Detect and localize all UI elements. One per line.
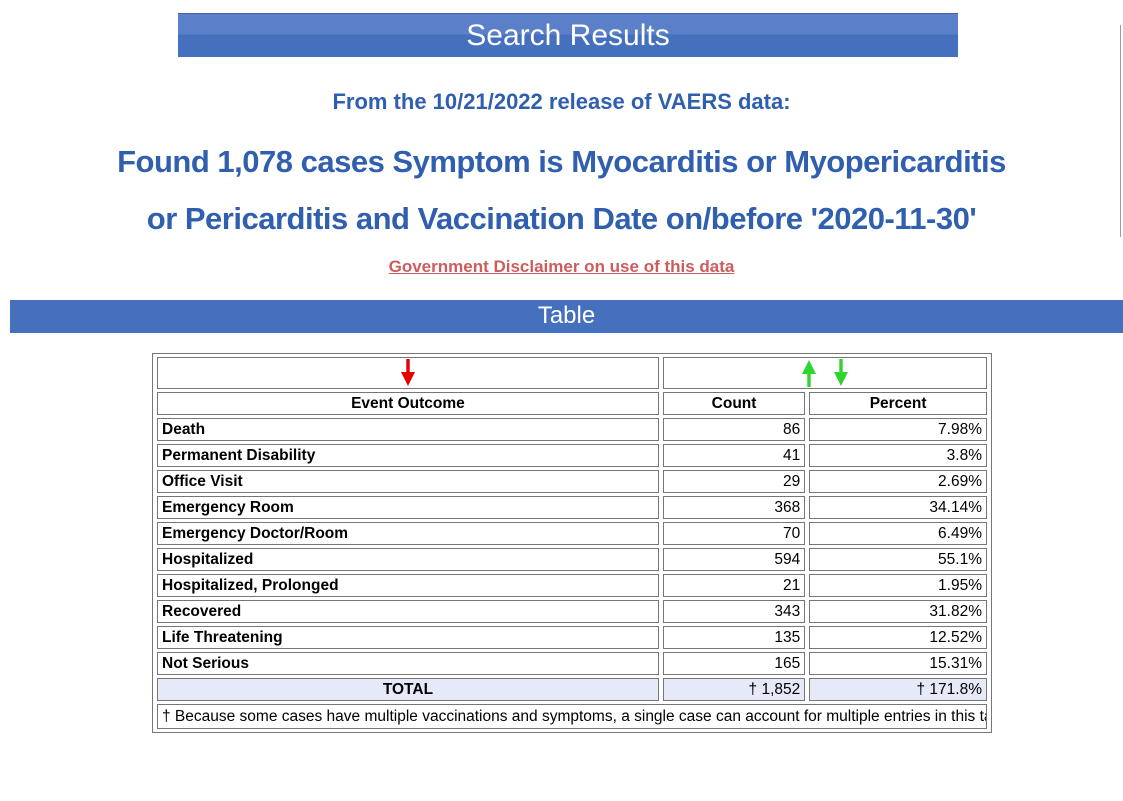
count-cell: 343 <box>662 600 806 623</box>
event-outcome-cell: Hospitalized, Prolonged <box>157 574 659 597</box>
footnote-row: † Because some cases have multiple vacci… <box>157 704 987 729</box>
event-outcome-cell: Hospitalized <box>157 548 659 571</box>
total-percent: † 171.8% <box>809 678 987 701</box>
header-count: Count <box>662 392 806 415</box>
count-cell: 135 <box>662 626 806 649</box>
count-cell: 165 <box>662 652 806 675</box>
results-heading: Found 1,078 cases Symptom is Myocarditis… <box>0 133 1123 247</box>
right-edge-divider <box>1120 25 1121 237</box>
results-table-wrapper: Event Outcome Count Percent Death 86 7.98%… <box>152 353 992 733</box>
total-label: TOTAL <box>157 678 659 701</box>
table-row: Recovered 343 31.82% <box>157 600 987 623</box>
table-row: Not Serious 165 15.31% <box>157 652 987 675</box>
government-disclaimer-link[interactable]: Government Disclaimer on use of this dat… <box>388 257 735 276</box>
event-outcome-cell: Life Threatening <box>157 626 659 649</box>
table-row: Emergency Doctor/Room 70 6.49% <box>157 522 987 545</box>
green-up-arrow-icon <box>801 360 816 387</box>
percent-cell: 12.52% <box>809 626 987 649</box>
table-row: Hospitalized 594 55.1% <box>157 548 987 571</box>
count-cell: 594 <box>662 548 806 571</box>
count-cell: 368 <box>662 496 806 519</box>
percent-cell: 55.1% <box>809 548 987 571</box>
table-row: Emergency Room 368 34.14% <box>157 496 987 519</box>
table-section-title: Table <box>537 302 596 329</box>
results-heading-line1: Found 1,078 cases Symptom is Myocarditis… <box>117 144 1006 179</box>
results-heading-line2: or Pericarditis and Vaccination Date on/… <box>146 201 977 236</box>
count-cell: 86 <box>662 418 806 441</box>
event-outcome-cell: Emergency Doctor/Room <box>157 522 659 545</box>
search-results-bar: Search Results <box>178 13 958 57</box>
percent-cell: 6.49% <box>809 522 987 545</box>
header-event-outcome: Event Outcome <box>157 392 659 415</box>
event-outcome-cell: Death <box>157 418 659 441</box>
count-cell: 29 <box>662 470 806 493</box>
percent-cell: 15.31% <box>809 652 987 675</box>
percent-cell: 7.98% <box>809 418 987 441</box>
red-down-arrow-icon <box>400 359 415 386</box>
page-title: Search Results <box>466 19 670 52</box>
release-subtitle: From the 10/21/2022 release of VAERS dat… <box>332 89 791 114</box>
table-row: Permanent Disability 41 3.8% <box>157 444 987 467</box>
percent-cell: 3.8% <box>809 444 987 467</box>
table-row: Death 86 7.98% <box>157 418 987 441</box>
event-outcome-cell: Permanent Disability <box>157 444 659 467</box>
percent-cell: 31.82% <box>809 600 987 623</box>
percent-cell: 1.95% <box>809 574 987 597</box>
count-cell: 21 <box>662 574 806 597</box>
event-outcome-cell: Office Visit <box>157 470 659 493</box>
percent-cell: 2.69% <box>809 470 987 493</box>
table-section-bar: Table <box>10 300 1123 333</box>
table-row: Hospitalized, Prolonged 21 1.95% <box>157 574 987 597</box>
sort-cell-values[interactable] <box>662 357 987 389</box>
event-outcome-cell: Recovered <box>157 600 659 623</box>
disclaimer-row: Government Disclaimer on use of this dat… <box>0 257 1123 277</box>
green-down-arrow-icon <box>833 359 848 386</box>
table-row: Office Visit 29 2.69% <box>157 470 987 493</box>
header-percent: Percent <box>809 392 987 415</box>
sort-row <box>157 357 987 389</box>
event-outcome-cell: Emergency Room <box>157 496 659 519</box>
percent-cell: 34.14% <box>809 496 987 519</box>
footnote-cell: † Because some cases have multiple vacci… <box>157 704 987 729</box>
results-table: Event Outcome Count Percent Death 86 7.98%… <box>152 353 992 733</box>
event-outcome-cell: Not Serious <box>157 652 659 675</box>
header-row: Event Outcome Count Percent <box>157 392 987 415</box>
total-count: † 1,852 <box>662 678 806 701</box>
table-row: Life Threatening 135 12.52% <box>157 626 987 649</box>
sort-cell-outcome[interactable] <box>157 357 659 389</box>
total-row: TOTAL † 1,852 † 171.8% <box>157 678 987 701</box>
count-cell: 41 <box>662 444 806 467</box>
count-cell: 70 <box>662 522 806 545</box>
